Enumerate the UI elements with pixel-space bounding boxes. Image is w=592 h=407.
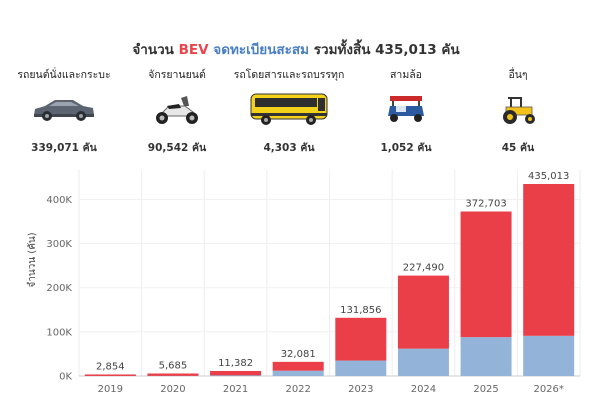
category-count: 339,071 คัน — [31, 142, 97, 154]
category-other: อื่นๆ 45 คัน — [460, 66, 576, 156]
y-tick-label: 100K — [46, 327, 72, 338]
title-registered: จดทะเบียนสะสม — [213, 42, 310, 58]
category-count: 1,052 คัน — [380, 142, 432, 154]
bus-icon — [231, 89, 347, 129]
bar-segment-upper — [272, 361, 324, 371]
title-prefix: จำนวน — [132, 42, 174, 58]
bar-segment-upper — [523, 184, 575, 336]
y-axis-title: จำนวน (คัน) — [27, 232, 38, 287]
x-tick-label: 2023 — [348, 384, 373, 395]
bar-segment-upper — [460, 211, 512, 338]
bar-total-label: 227,490 — [403, 263, 444, 274]
bar-segment-upper — [84, 374, 136, 376]
bar-segment-upper — [335, 317, 387, 361]
bar-segment-lower — [272, 370, 324, 376]
bar-total-label: 2,854 — [96, 362, 125, 373]
category-count: 45 คัน — [501, 142, 535, 154]
category-motorcycle: จักรยานยนต์ 90,542 คัน — [119, 66, 235, 156]
bar-segment-lower — [460, 337, 512, 376]
bar-segment-lower — [523, 335, 575, 376]
category-label: รถโดยสารและรถบรรทุก — [233, 69, 345, 81]
car-icon — [6, 89, 122, 129]
category-tuktuk: สามล้อ 1,052 คัน — [348, 66, 464, 156]
bar-chart: 0K 100K 200K 300K 400K 2,854 2019 5,685 2020 11,3… — [27, 170, 581, 395]
x-tick-label: 2021 — [223, 384, 248, 395]
bar-segment-lower — [397, 348, 449, 376]
category-label: จักรยานยนต์ — [148, 69, 206, 81]
x-tick-label: 2020 — [160, 384, 185, 395]
bar-total-label: 435,013 — [528, 171, 569, 182]
title-suffix: รวมทั้งสิ้น 435,013 คัน — [313, 42, 460, 58]
y-tick-label: 200K — [46, 283, 72, 294]
bar-total-label: 5,685 — [159, 360, 188, 371]
category-bus-content: รถโดยสารและรถบรรทุก 4,303 คัน — [231, 66, 347, 156]
category-label: อื่นๆ — [508, 69, 528, 81]
bar-total-label: 32,081 — [281, 349, 316, 360]
chart-title: จำนวน BEV จดทะเบียนสะสม รวมทั้งสิ้น 435,… — [0, 38, 592, 60]
bars-layer — [84, 184, 575, 376]
title-bev: BEV — [178, 42, 209, 58]
bar-segment-upper — [397, 275, 449, 349]
category-car: รถยนต์นั่งและกระบะ 339,071 คัน — [6, 66, 122, 156]
x-tick-label: 2022 — [285, 384, 310, 395]
bar-total-label: 131,856 — [340, 305, 381, 316]
bar-segment-lower — [335, 360, 387, 376]
category-count: 90,542 คัน — [147, 142, 207, 154]
motorcycle-icon — [119, 89, 235, 129]
x-tick-label: 2026* — [533, 384, 563, 395]
bar-segment-upper — [210, 370, 262, 376]
y-tick-label: 300K — [46, 239, 72, 250]
tractor-icon — [460, 89, 576, 129]
labels-layer: 0K 100K 200K 300K 400K 2,854 2019 5,685 2020 11,3… — [46, 171, 569, 395]
tuktuk-icon — [348, 89, 464, 129]
category-label: สามล้อ — [390, 69, 422, 81]
y-tick-label: 400K — [46, 195, 72, 206]
x-tick-label: 2025 — [473, 384, 498, 395]
x-tick-label: 2019 — [98, 384, 123, 395]
bar-segment-upper — [147, 373, 199, 376]
y-tick-label: 0K — [59, 372, 72, 383]
bar-total-label: 11,382 — [218, 358, 253, 369]
x-tick-label: 2024 — [411, 384, 436, 395]
bar-total-label: 372,703 — [465, 199, 506, 210]
category-label: รถยนต์นั่งและกระบะ — [17, 69, 111, 81]
category-count: 4,303 คัน — [263, 142, 315, 154]
